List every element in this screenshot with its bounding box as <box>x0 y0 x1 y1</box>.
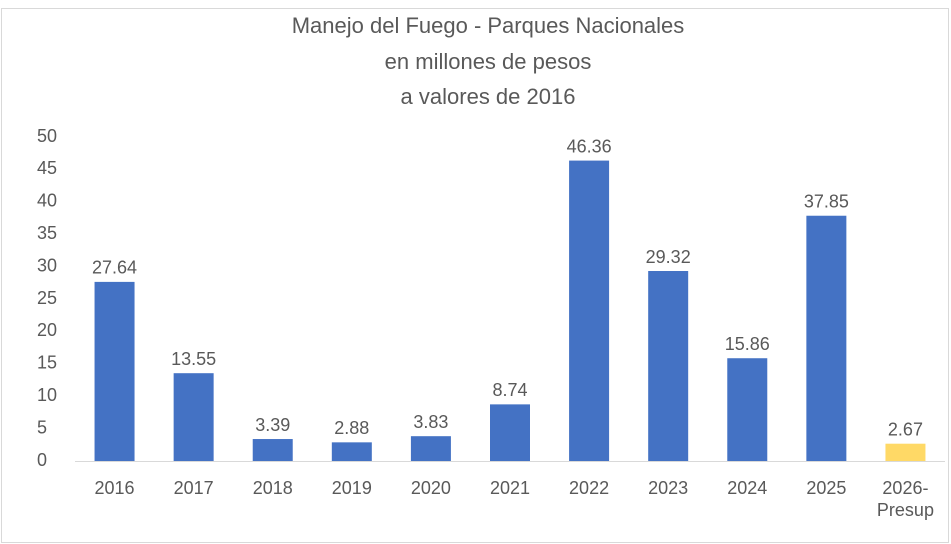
data-label: 29.32 <box>646 247 691 267</box>
bar <box>806 215 847 461</box>
x-tick-label: 2020 <box>410 478 451 498</box>
data-label: 3.83 <box>413 412 448 432</box>
y-tick-label: 25 <box>37 288 57 308</box>
y-tick-label: 30 <box>37 255 57 275</box>
y-tick-label: 15 <box>37 353 57 373</box>
x-tick-label: 2025 <box>806 478 847 498</box>
bar <box>331 442 372 461</box>
bar <box>252 439 293 461</box>
x-tick-label: 2018 <box>252 478 293 498</box>
data-label: 3.39 <box>255 415 290 435</box>
bar <box>569 160 610 461</box>
data-label: 8.74 <box>492 380 527 400</box>
x-tick-label: 2017 <box>173 478 214 498</box>
x-tick-label: 2019 <box>331 478 372 498</box>
bar <box>727 358 768 461</box>
x-tick-label: 2024 <box>727 478 768 498</box>
bar <box>173 373 214 461</box>
y-tick-label: 50 <box>37 126 57 146</box>
x-tick-label: 2021 <box>489 478 531 498</box>
data-label: 2.88 <box>334 418 369 438</box>
chart-title: a valores de 2016 <box>401 84 576 109</box>
bar <box>885 443 926 461</box>
x-tick-label: 2023 <box>648 478 689 498</box>
y-tick-label: 10 <box>37 385 57 405</box>
y-tick-label: 20 <box>37 320 57 340</box>
x-tick-label: 2022 <box>569 478 610 498</box>
data-label: 27.64 <box>92 258 137 278</box>
bar <box>648 271 689 461</box>
y-tick-label: 40 <box>37 191 57 211</box>
data-label: 2.67 <box>888 419 923 439</box>
y-tick-label: 35 <box>37 223 57 243</box>
x-tick-label: 2026-Presup <box>876 478 934 520</box>
bar <box>410 436 451 461</box>
x-tick-label: 2016 <box>94 478 135 498</box>
y-tick-label: 45 <box>37 158 57 178</box>
data-label: 37.85 <box>804 191 849 211</box>
y-tick-label: 5 <box>37 417 47 437</box>
bar <box>490 404 530 461</box>
bar <box>94 281 135 461</box>
data-label: 15.86 <box>725 334 770 354</box>
data-label: 13.55 <box>171 349 216 369</box>
chart-border <box>1 8 949 543</box>
chart-title: Manejo del Fuego - Parques Nacionales <box>292 13 685 38</box>
y-tick-label: 0 <box>37 450 47 470</box>
data-label: 46.36 <box>567 136 612 156</box>
chart-title: en millones de pesos <box>385 49 592 74</box>
